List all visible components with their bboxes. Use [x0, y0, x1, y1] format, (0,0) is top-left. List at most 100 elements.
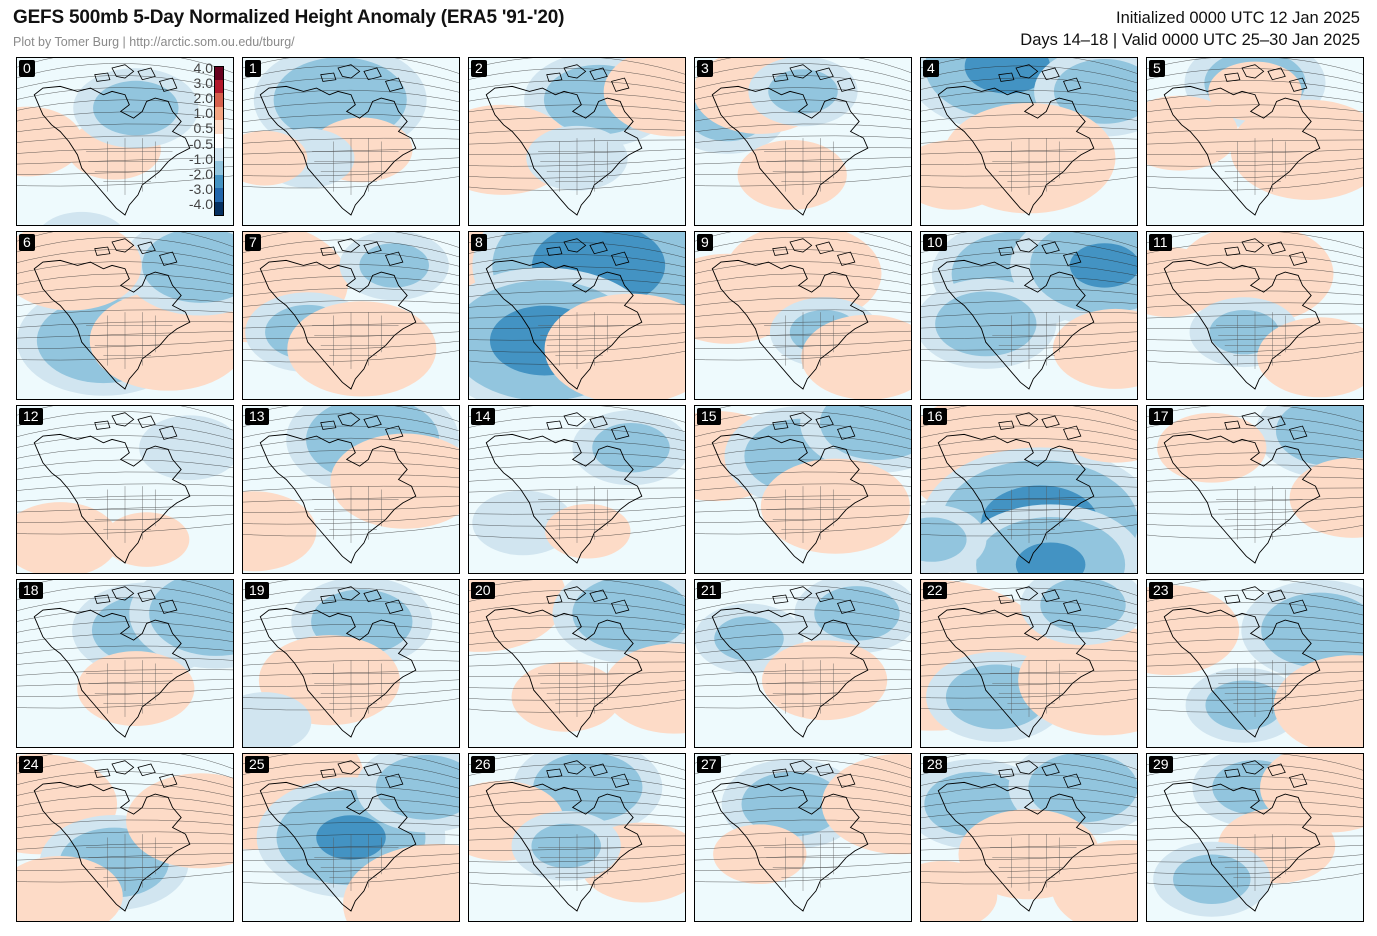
positive-anomaly-region	[1257, 317, 1363, 398]
negative-anomaly-region	[814, 586, 900, 641]
height-contour	[469, 651, 685, 657]
arctic-island	[590, 590, 607, 602]
negative-anomaly-region	[592, 423, 670, 473]
height-contour	[921, 612, 1137, 628]
arctic-island	[1242, 413, 1264, 426]
positive-anomaly-region	[1208, 61, 1302, 122]
panel-number: 15	[697, 408, 721, 425]
height-contour	[695, 262, 911, 281]
height-contour	[469, 68, 685, 89]
positive-anomaly-region	[1052, 406, 1137, 463]
arctic-island	[838, 426, 855, 439]
height-contour	[1147, 777, 1363, 795]
arctic-island	[321, 421, 336, 429]
arctic-island	[790, 761, 812, 774]
map-panel-14: 14	[468, 405, 686, 574]
colorbar-segment	[214, 161, 224, 175]
coastline	[486, 434, 642, 563]
arctic-island	[364, 242, 381, 254]
coastline	[938, 434, 1094, 563]
height-contour	[921, 636, 1137, 646]
coastline	[712, 260, 868, 389]
colorbar-tick-label: -3.0	[188, 180, 213, 197]
height-contour	[1147, 615, 1363, 629]
anomaly-map	[1147, 58, 1363, 225]
map-panel-23: 23	[1146, 579, 1364, 748]
height-contour	[17, 436, 233, 455]
negative-anomaly-region	[1205, 680, 1283, 730]
positive-anomaly-region	[17, 106, 83, 177]
height-contour	[695, 274, 911, 289]
panel-number: 21	[697, 582, 721, 599]
map-panel-13: 13	[242, 405, 460, 574]
positive-anomaly-region	[921, 140, 1009, 210]
height-contour	[1147, 764, 1363, 785]
arctic-island	[1268, 416, 1285, 428]
height-contour	[243, 90, 459, 106]
arctic-island	[1042, 242, 1059, 254]
coastline	[486, 608, 642, 737]
map-panel-15: 15	[694, 405, 912, 574]
arctic-island	[564, 587, 586, 600]
positive-anomaly-region	[77, 651, 195, 726]
height-contour	[1147, 627, 1363, 637]
arctic-island	[338, 761, 360, 774]
panel-number: 27	[697, 756, 721, 773]
height-contour	[695, 286, 911, 299]
height-contour	[469, 117, 685, 125]
panel-number: 4	[923, 60, 939, 77]
anomaly-map	[921, 754, 1137, 921]
height-contour	[469, 429, 685, 447]
coastline	[486, 260, 642, 389]
negative-anomaly-region	[714, 616, 784, 661]
arctic-island	[547, 73, 562, 81]
arctic-island	[138, 68, 155, 80]
map-panel-28: 28	[920, 753, 1138, 922]
coastline	[34, 86, 190, 215]
positive-anomaly-region	[89, 290, 233, 391]
arctic-island	[773, 769, 788, 777]
arctic-island	[386, 774, 403, 787]
positive-anomaly-region	[801, 314, 911, 399]
arctic-island	[321, 247, 336, 255]
panel-number: 9	[697, 234, 713, 251]
anomaly-map	[1147, 406, 1363, 573]
arctic-island	[1064, 774, 1081, 787]
map-panel-0: 0 4.0 3.0 2.0 1.0 0.5 -0.5 -1.0 -2.0 -3.0 -4.0	[16, 57, 234, 226]
coastline	[34, 260, 190, 389]
anomaly-map	[243, 580, 459, 747]
anomaly-map	[469, 406, 685, 573]
height-contour	[17, 310, 233, 319]
negative-anomaly-region	[531, 823, 601, 869]
anomaly-map	[17, 754, 233, 921]
panel-number: 8	[471, 234, 487, 251]
map-panel-7: 7	[242, 231, 460, 400]
arctic-island	[112, 587, 134, 600]
arctic-island	[1064, 426, 1081, 439]
negative-anomaly-region	[935, 291, 1037, 357]
anomaly-map	[695, 58, 911, 225]
arctic-island	[95, 247, 110, 255]
map-panel-18: 18	[16, 579, 234, 748]
positive-anomaly-region	[1052, 308, 1137, 389]
negative-anomaly-region	[93, 80, 179, 136]
map-panel-12: 12	[16, 405, 234, 574]
arctic-island	[1268, 68, 1285, 80]
positive-anomaly-region	[330, 433, 459, 529]
height-contour	[1147, 105, 1363, 115]
height-contour	[921, 102, 1137, 115]
positive-anomaly-region	[821, 754, 911, 855]
height-contour	[243, 102, 459, 115]
height-contour	[243, 126, 459, 134]
height-contour	[17, 448, 233, 463]
negative-anomaly-region	[964, 58, 1051, 94]
colorbar-tick-label: -1.0	[188, 150, 213, 167]
arctic-island	[590, 416, 607, 428]
height-contour	[469, 477, 685, 483]
arctic-island	[773, 421, 788, 429]
coastline	[260, 260, 416, 389]
height-contour	[17, 610, 233, 629]
arctic-island	[338, 239, 360, 252]
height-contour	[469, 242, 685, 263]
arctic-island	[1242, 65, 1264, 78]
